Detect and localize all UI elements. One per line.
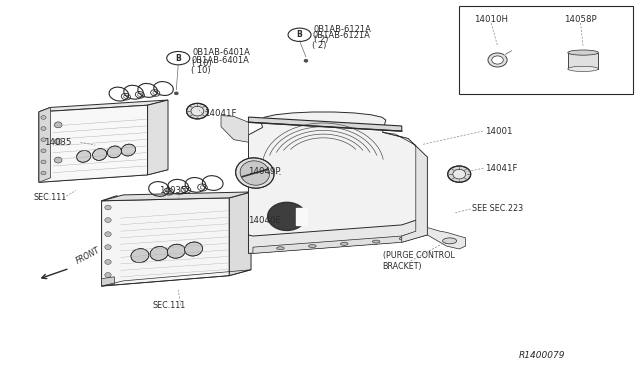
- Ellipse shape: [448, 166, 470, 182]
- Polygon shape: [229, 192, 251, 276]
- Text: B: B: [175, 54, 181, 62]
- Text: SEE SEC.223: SEE SEC.223: [472, 205, 523, 214]
- Ellipse shape: [453, 169, 466, 179]
- Polygon shape: [148, 100, 168, 175]
- Ellipse shape: [54, 122, 62, 128]
- Polygon shape: [221, 116, 248, 142]
- Polygon shape: [568, 52, 598, 69]
- Ellipse shape: [105, 205, 111, 210]
- Polygon shape: [421, 228, 466, 249]
- Ellipse shape: [41, 160, 46, 164]
- Text: 0B1AB-6121A
( 2): 0B1AB-6121A ( 2): [312, 31, 370, 50]
- Polygon shape: [248, 112, 428, 236]
- Ellipse shape: [93, 148, 107, 160]
- Ellipse shape: [399, 237, 407, 240]
- Text: SEC.111: SEC.111: [153, 301, 186, 310]
- Text: 0B1AB-6121A
( 2): 0B1AB-6121A ( 2): [314, 25, 371, 45]
- Ellipse shape: [122, 144, 136, 156]
- Ellipse shape: [568, 50, 598, 55]
- Ellipse shape: [105, 245, 111, 250]
- Ellipse shape: [308, 244, 316, 247]
- Text: 0B1AB-6401A
( 10): 0B1AB-6401A ( 10): [191, 56, 249, 75]
- Polygon shape: [39, 105, 148, 182]
- Ellipse shape: [443, 238, 457, 244]
- Ellipse shape: [236, 158, 274, 188]
- Ellipse shape: [186, 103, 208, 119]
- Polygon shape: [39, 108, 51, 182]
- Ellipse shape: [77, 150, 91, 162]
- Text: B: B: [297, 30, 303, 39]
- Text: 14035: 14035: [159, 186, 187, 195]
- Ellipse shape: [492, 56, 503, 64]
- Ellipse shape: [131, 248, 149, 263]
- Ellipse shape: [105, 273, 111, 278]
- Text: 0B1AB-6401A
( 10): 0B1AB-6401A ( 10): [192, 48, 250, 68]
- Ellipse shape: [568, 66, 598, 71]
- Polygon shape: [253, 229, 428, 253]
- Text: 14010H: 14010H: [474, 16, 508, 25]
- Polygon shape: [39, 100, 168, 112]
- Ellipse shape: [105, 260, 111, 264]
- Circle shape: [167, 51, 189, 65]
- Ellipse shape: [184, 242, 203, 256]
- Ellipse shape: [108, 146, 122, 158]
- Text: 14058P: 14058P: [564, 16, 597, 25]
- Ellipse shape: [41, 116, 46, 119]
- Ellipse shape: [276, 247, 284, 250]
- Text: R1400079: R1400079: [519, 351, 566, 360]
- Ellipse shape: [488, 53, 507, 67]
- Polygon shape: [296, 208, 307, 225]
- Ellipse shape: [54, 157, 62, 163]
- Polygon shape: [102, 192, 251, 201]
- Text: 14049P: 14049P: [248, 167, 281, 176]
- Polygon shape: [102, 198, 229, 286]
- Polygon shape: [248, 117, 402, 131]
- Polygon shape: [39, 108, 51, 182]
- Ellipse shape: [340, 242, 348, 245]
- Bar: [460, 6, 633, 94]
- Text: FRONT: FRONT: [74, 246, 101, 266]
- Polygon shape: [102, 196, 117, 286]
- Ellipse shape: [372, 240, 380, 243]
- Polygon shape: [383, 132, 428, 242]
- Ellipse shape: [150, 246, 168, 260]
- Ellipse shape: [240, 161, 269, 185]
- Ellipse shape: [105, 218, 111, 222]
- Text: 14041F: 14041F: [484, 164, 517, 173]
- Ellipse shape: [105, 232, 111, 237]
- Text: 14040E: 14040E: [248, 216, 282, 225]
- Polygon shape: [268, 202, 306, 231]
- Ellipse shape: [54, 138, 62, 144]
- Ellipse shape: [191, 106, 204, 116]
- Ellipse shape: [41, 127, 46, 131]
- Ellipse shape: [174, 92, 178, 95]
- Text: SEC.111: SEC.111: [34, 193, 67, 202]
- Ellipse shape: [41, 149, 46, 153]
- Text: 14041F: 14041F: [204, 109, 236, 118]
- Text: 14035: 14035: [44, 138, 72, 147]
- Text: 14001: 14001: [484, 126, 512, 136]
- Ellipse shape: [167, 244, 186, 258]
- Text: (PURGE CONTROL
BRACKET): (PURGE CONTROL BRACKET): [383, 251, 454, 270]
- Ellipse shape: [41, 171, 46, 175]
- Ellipse shape: [41, 138, 46, 141]
- Circle shape: [288, 28, 311, 41]
- Ellipse shape: [304, 59, 308, 62]
- Polygon shape: [102, 277, 115, 286]
- Polygon shape: [248, 217, 428, 253]
